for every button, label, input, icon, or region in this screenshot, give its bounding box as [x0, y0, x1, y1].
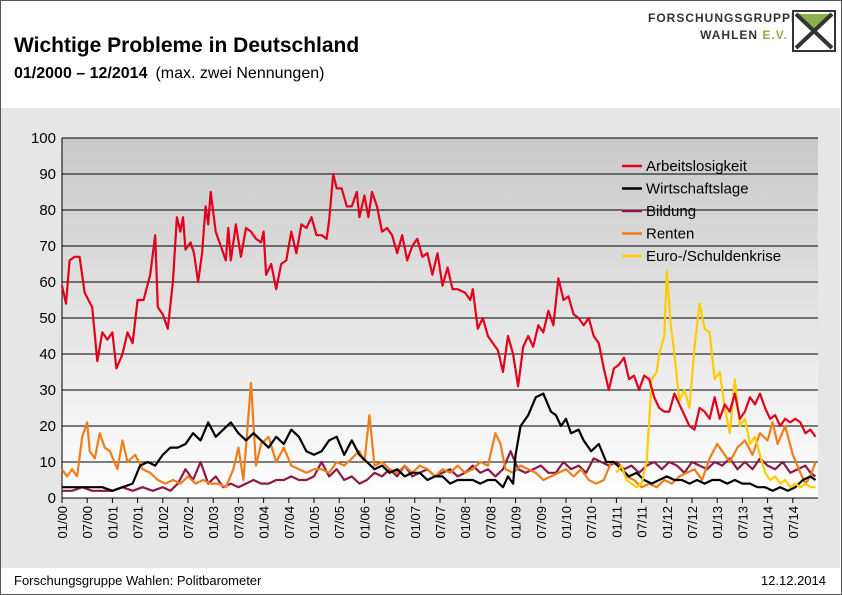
- fgw-logo: FORSCHUNGSGRUPPE WAHLEN E.V.: [648, 8, 838, 54]
- x-tick-label: 01/11: [609, 506, 624, 538]
- x-tick-label: 01/12: [660, 506, 675, 539]
- subtitle-range: 01/2000 – 12/2014: [14, 65, 148, 82]
- x-tick-label: 07/03: [231, 506, 246, 539]
- x-tick-label: 01/07: [408, 506, 423, 539]
- y-tick-label: 40: [39, 346, 56, 363]
- subtitle-note: (max. zwei Nennungen): [155, 65, 325, 82]
- series-line-arbeitslosigkeit: [60, 172, 817, 438]
- y-tick-label: 80: [39, 202, 56, 219]
- x-tick-label: 07/04: [282, 506, 297, 539]
- x-tick-label: 07/11: [635, 506, 650, 538]
- x-tick-label: 01/03: [206, 506, 221, 539]
- chart-subtitle: 01/2000 – 12/2014 (max. zwei Nennungen): [14, 65, 324, 83]
- x-tick-label: 01/05: [307, 506, 322, 539]
- x-tick-label: 07/07: [433, 506, 448, 539]
- y-tick-label: 30: [39, 382, 56, 399]
- x-tick-label: 07/06: [383, 506, 398, 539]
- x-tick-label: 07/01: [131, 506, 146, 539]
- x-tick-label: 07/10: [584, 506, 599, 539]
- x-tick-label: 01/01: [105, 506, 120, 539]
- x-tick-label: 01/09: [509, 506, 524, 539]
- footer-date: 12.12.2014: [760, 573, 826, 588]
- x-tick-label: 01/10: [559, 506, 574, 539]
- y-tick-label: 10: [39, 454, 56, 471]
- y-tick-label: 70: [39, 238, 56, 255]
- legend-label: Wirtschaftslage: [646, 181, 749, 198]
- y-tick-label: 60: [39, 274, 56, 291]
- x-tick-label: 01/14: [761, 506, 776, 539]
- logo-text-line1: FORSCHUNGSGRUPPE: [648, 11, 801, 25]
- logo-emblem-icon: [792, 10, 836, 52]
- legend-label: Euro-/Schuldenkrise: [646, 248, 781, 265]
- legend-label: Arbeitslosigkeit: [646, 158, 748, 175]
- x-tick-label: 07/14: [786, 506, 801, 539]
- series-line-renten: [61, 381, 817, 489]
- x-tick-label: 07/13: [735, 506, 750, 539]
- series-line-wirtschaftslage: [62, 392, 817, 492]
- y-tick-label: 0: [48, 490, 56, 507]
- x-tick-label: 01/08: [458, 506, 473, 539]
- legend-label: Renten: [646, 226, 694, 243]
- x-tick-label: 01/00: [55, 506, 70, 539]
- x-tick-label: 07/08: [483, 506, 498, 539]
- chart-title: Wichtige Probleme in Deutschland: [14, 34, 360, 57]
- x-tick-label: 01/06: [357, 506, 372, 539]
- x-tick-label: 01/02: [156, 506, 171, 539]
- x-tick-label: 07/02: [181, 506, 196, 539]
- footer-source: Forschungsgruppe Wahlen: Politbarometer: [14, 573, 262, 588]
- y-tick-label: 20: [39, 418, 56, 435]
- line-chart: 0 10 20 30 40 50 60 70 80 90 100 01/00 07/00 01/01 07/…: [31, 130, 818, 539]
- y-tick-label: 100: [31, 130, 56, 147]
- logo-text-ev: E.V.: [762, 28, 788, 42]
- logo-text-wahlen: WAHLEN: [700, 28, 759, 42]
- x-tick-label: 07/00: [80, 506, 95, 539]
- x-tick-label: 01/13: [710, 506, 725, 539]
- series-line-euro-schuldenkrise: [615, 270, 816, 489]
- x-tick-label: 07/05: [332, 506, 347, 539]
- legend-label: Bildung: [646, 203, 696, 220]
- x-tick-label: 07/09: [534, 506, 549, 539]
- x-tick-label: 07/12: [685, 506, 700, 539]
- y-tick-label: 50: [39, 310, 56, 327]
- logo-text-line2: WAHLEN E.V.: [648, 28, 788, 42]
- x-tick-label: 01/04: [257, 506, 272, 539]
- y-tick-label: 90: [39, 166, 56, 183]
